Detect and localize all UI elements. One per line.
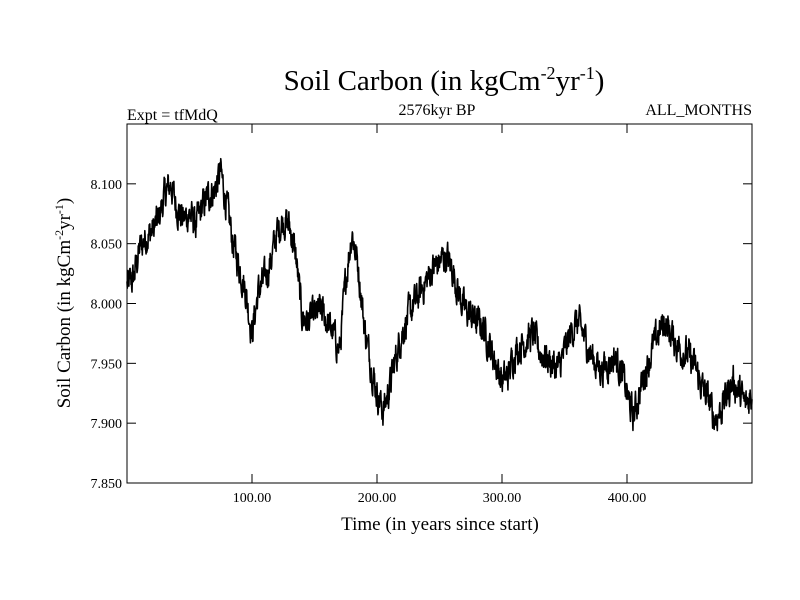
x-tick-label: 300.00 xyxy=(483,491,522,506)
chart-title: Soil Carbon (in kgCm-2yr-1) xyxy=(284,63,605,97)
months-label: ALL_MONTHS xyxy=(645,102,752,119)
x-axis-ticks: 100.00 200.00 300.00 400.00 xyxy=(233,124,647,506)
soil-carbon-series-line xyxy=(126,157,753,432)
x-tick-label: 100.00 xyxy=(233,491,272,506)
y-tick-label: 7.950 xyxy=(91,357,123,372)
x-tick-label: 400.00 xyxy=(608,491,647,506)
plot-frame xyxy=(126,123,753,484)
y-tick-label: 8.000 xyxy=(91,298,123,313)
x-tick-label: 200.00 xyxy=(358,491,397,506)
series-group xyxy=(126,157,753,432)
y-axis-ticks: 7.850 7.900 7.950 8.000 8.050 8.100 xyxy=(91,178,752,492)
y-tick-label: 8.050 xyxy=(91,238,123,253)
experiment-label: Expt = tfMdQ xyxy=(127,107,218,124)
y-tick-label: 8.100 xyxy=(91,178,123,193)
y-tick-label: 7.850 xyxy=(91,477,123,492)
period-label: 2576kyr BP xyxy=(399,102,476,119)
y-axis-label: Soil Carbon (in kgCm-2yr-1) xyxy=(52,198,75,409)
x-axis-label: Time (in years since start) xyxy=(341,514,539,535)
y-tick-label: 7.900 xyxy=(91,417,123,432)
